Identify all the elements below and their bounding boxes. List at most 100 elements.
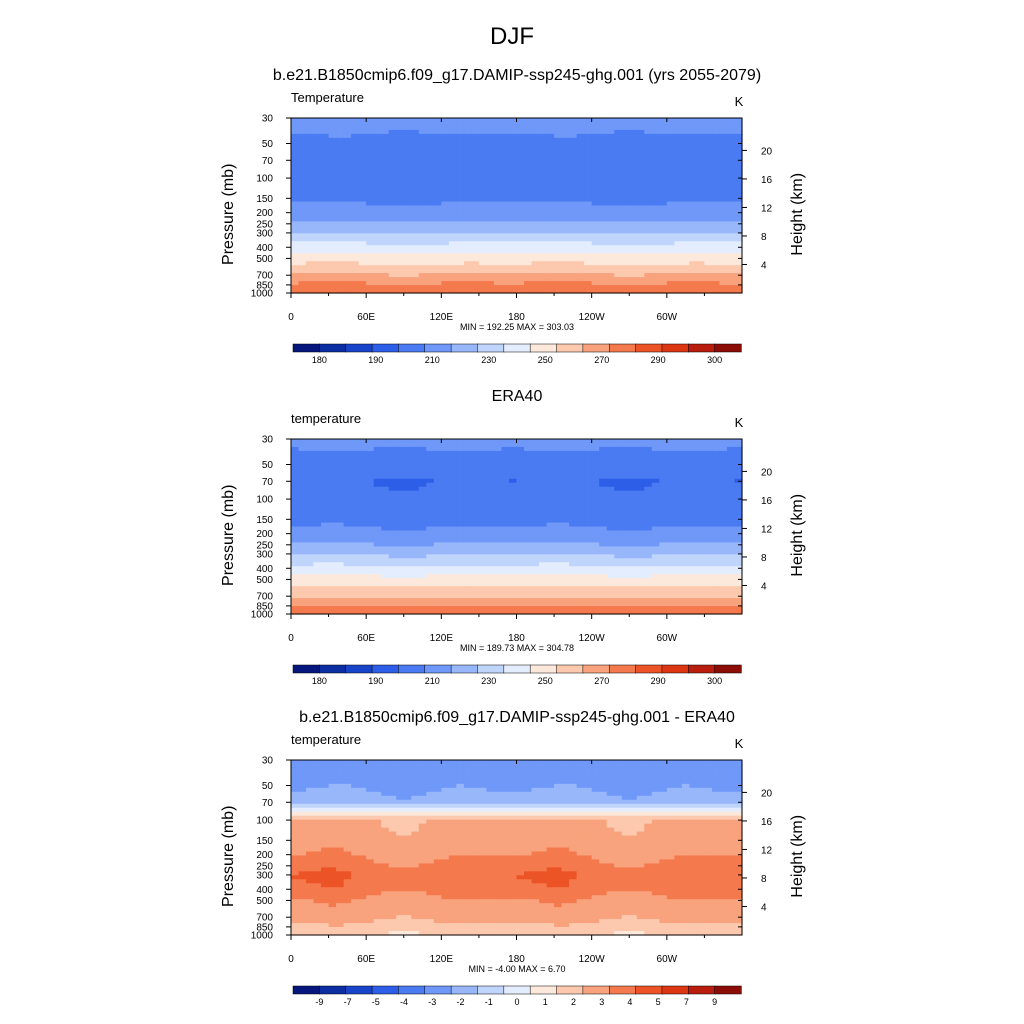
field-cell bbox=[396, 277, 405, 282]
field-cell bbox=[569, 526, 578, 532]
field-cell bbox=[388, 574, 397, 579]
field-cell bbox=[388, 201, 397, 207]
field-cell bbox=[358, 121, 367, 127]
field-cell bbox=[606, 129, 615, 135]
field-cell bbox=[516, 133, 525, 139]
field-cell bbox=[426, 538, 435, 544]
field-cell bbox=[561, 165, 570, 171]
field-cell bbox=[403, 538, 412, 544]
field-cell bbox=[508, 205, 518, 211]
field-cell bbox=[396, 217, 405, 223]
field-cell bbox=[576, 490, 585, 496]
field-cell bbox=[336, 562, 345, 567]
field-cell bbox=[471, 498, 480, 504]
field-cell bbox=[696, 237, 706, 242]
field-cell bbox=[734, 458, 743, 464]
field-cell bbox=[433, 450, 442, 456]
field-cell bbox=[448, 498, 457, 504]
field-cell bbox=[313, 446, 322, 452]
field-cell bbox=[478, 281, 488, 286]
field-cell bbox=[629, 237, 638, 242]
field-cell bbox=[711, 137, 721, 143]
field-cell bbox=[381, 209, 390, 215]
field-cell bbox=[674, 526, 683, 532]
field-cell bbox=[478, 165, 488, 171]
field-cell bbox=[621, 462, 630, 468]
field-cell bbox=[666, 502, 675, 508]
field-cell bbox=[426, 454, 435, 460]
field-cell bbox=[343, 526, 352, 532]
field-cell bbox=[418, 201, 427, 207]
field-cell bbox=[689, 217, 698, 223]
field-cell bbox=[328, 486, 337, 492]
field-cell bbox=[539, 257, 548, 262]
field-cell bbox=[606, 249, 615, 254]
field-cell bbox=[681, 273, 690, 278]
field-cell bbox=[448, 133, 457, 139]
field-cell bbox=[629, 446, 638, 452]
field-cell bbox=[599, 273, 608, 278]
field-cell bbox=[704, 118, 713, 123]
field-cell bbox=[508, 233, 518, 238]
field-cell bbox=[343, 530, 352, 536]
field-cell bbox=[501, 442, 510, 448]
field-cell bbox=[433, 261, 442, 266]
field-cell bbox=[734, 237, 743, 242]
field-cell bbox=[554, 462, 563, 468]
field-cell bbox=[591, 237, 600, 242]
field-cell bbox=[343, 490, 352, 496]
field-cell bbox=[696, 482, 706, 488]
field-cell bbox=[403, 157, 412, 163]
field-cell bbox=[569, 530, 578, 536]
field-cell bbox=[501, 558, 510, 563]
field-cell bbox=[493, 281, 503, 286]
field-cell bbox=[644, 578, 653, 583]
field-cell bbox=[696, 161, 706, 167]
field-cell bbox=[666, 550, 675, 555]
field-cell bbox=[396, 229, 405, 234]
field-cell bbox=[636, 193, 645, 199]
field-cell bbox=[343, 118, 352, 123]
field-cell bbox=[493, 245, 503, 250]
field-cell bbox=[584, 530, 593, 536]
field-cell bbox=[584, 269, 593, 274]
field-cell bbox=[343, 470, 352, 476]
field-cell bbox=[546, 289, 555, 294]
field-cell bbox=[524, 482, 533, 488]
field-cell bbox=[501, 570, 510, 575]
field-cell bbox=[343, 506, 352, 512]
field-cell bbox=[396, 161, 405, 167]
field-cell bbox=[388, 502, 397, 508]
field-cell bbox=[674, 165, 683, 171]
field-cell bbox=[508, 181, 518, 187]
field-cell bbox=[726, 462, 736, 468]
field-cell bbox=[358, 450, 367, 456]
field-cell bbox=[336, 566, 345, 571]
field-cell bbox=[621, 161, 630, 167]
field-cell bbox=[711, 233, 721, 238]
field-cell bbox=[358, 446, 367, 452]
field-cell bbox=[539, 582, 548, 587]
field-cell bbox=[381, 566, 390, 571]
field-cell bbox=[403, 558, 412, 563]
field-cell bbox=[704, 185, 713, 191]
field-cell bbox=[524, 265, 533, 270]
field-cell bbox=[463, 546, 472, 551]
field-cell bbox=[644, 285, 653, 290]
field-cell bbox=[471, 526, 480, 532]
field-cell bbox=[508, 574, 518, 579]
field-cell bbox=[576, 245, 585, 250]
field-cell bbox=[306, 137, 315, 143]
field-cell bbox=[328, 582, 337, 587]
field-cell bbox=[711, 534, 721, 540]
field-cell bbox=[373, 462, 382, 468]
field-cell bbox=[734, 145, 743, 151]
field-cell bbox=[471, 562, 480, 567]
field-cell bbox=[516, 273, 525, 278]
field-cell bbox=[426, 261, 435, 266]
field-cell bbox=[524, 562, 533, 567]
field-cell bbox=[411, 261, 420, 266]
field-cell bbox=[719, 133, 728, 139]
field-cell bbox=[726, 482, 736, 488]
field-cell bbox=[321, 478, 330, 484]
